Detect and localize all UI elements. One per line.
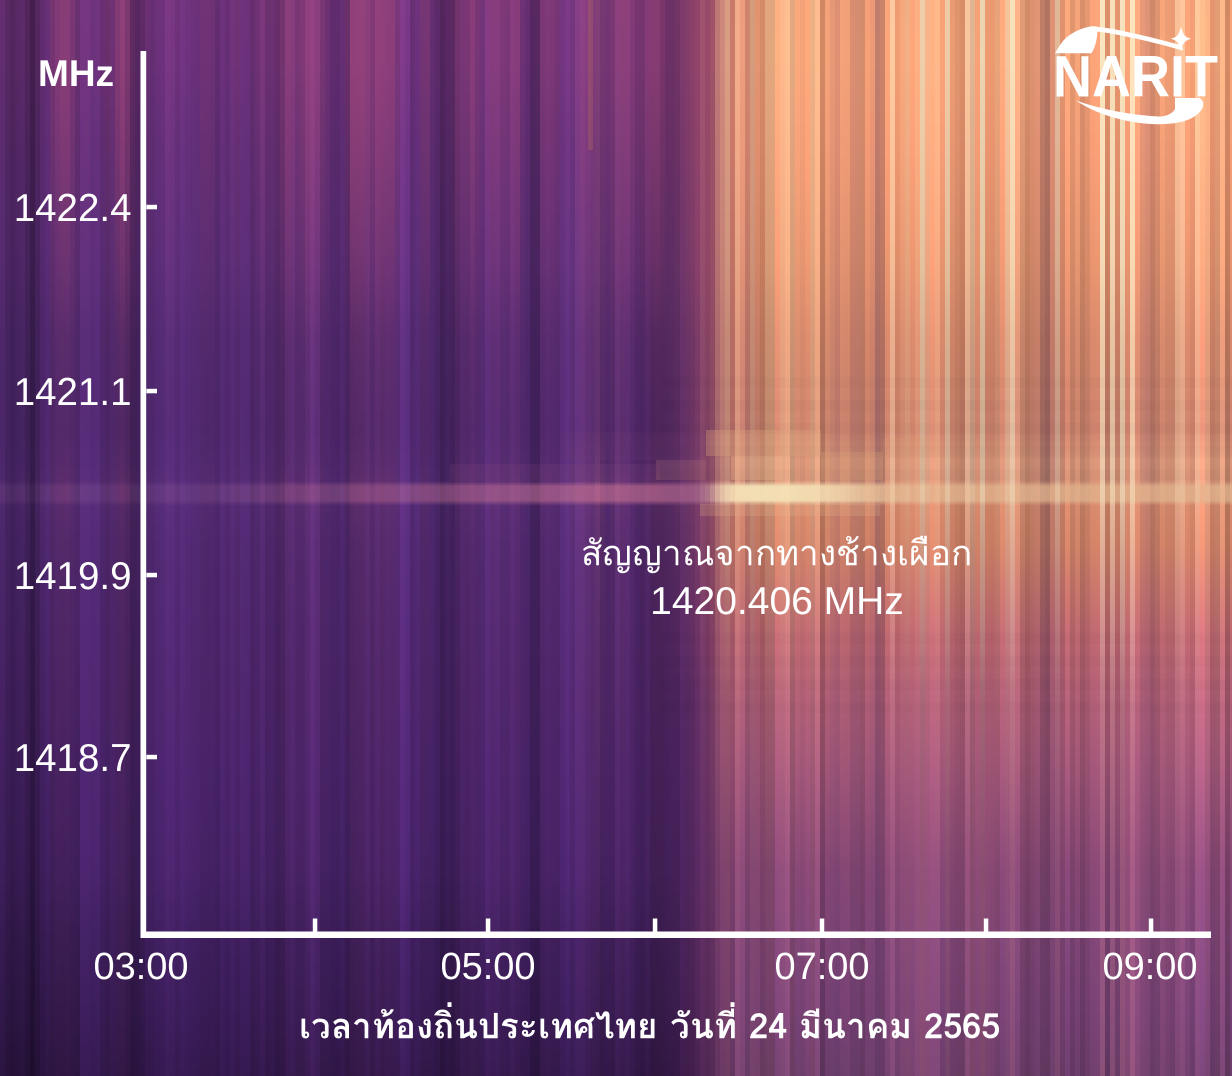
svg-text:1422.4: 1422.4 <box>14 187 132 230</box>
svg-text:1418.7: 1418.7 <box>14 737 132 780</box>
svg-text:1421.1: 1421.1 <box>14 371 132 414</box>
svg-text:03:00: 03:00 <box>93 946 188 988</box>
svg-text:05:00: 05:00 <box>440 946 535 988</box>
svg-text:MHz: MHz <box>38 53 114 94</box>
svg-text:07:00: 07:00 <box>774 946 869 988</box>
svg-text:1419.9: 1419.9 <box>14 555 132 598</box>
svg-text:1420.406 MHz: 1420.406 MHz <box>650 580 904 623</box>
svg-text:09:00: 09:00 <box>1102 946 1197 988</box>
svg-text:NARIT: NARIT <box>1053 45 1218 110</box>
